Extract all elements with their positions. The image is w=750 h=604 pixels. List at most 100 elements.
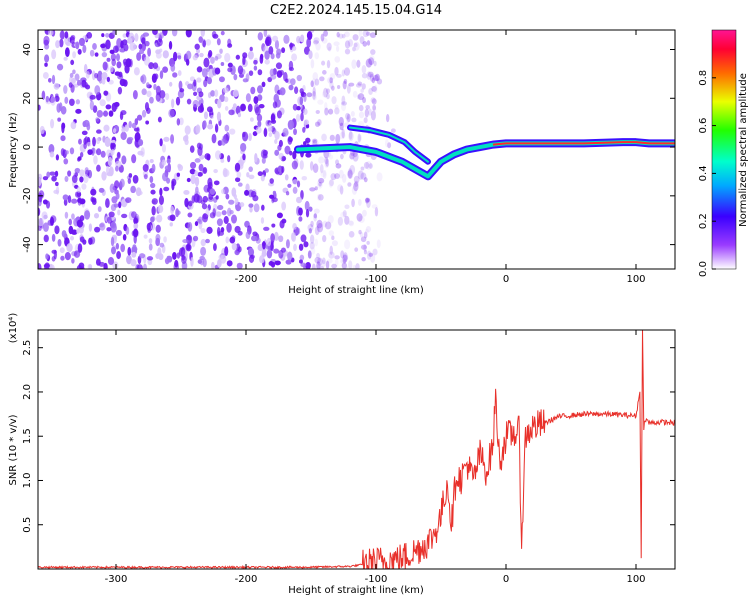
- noise-point: [299, 254, 305, 261]
- noise-point: [159, 138, 163, 147]
- noise-point: [214, 123, 219, 133]
- noise-point: [237, 182, 243, 187]
- noise-point: [49, 151, 55, 158]
- noise-point: [326, 60, 331, 69]
- noise-point: [239, 202, 245, 208]
- noise-point: [187, 221, 193, 232]
- noise-point: [319, 164, 324, 174]
- noise-point: [63, 56, 68, 61]
- noise-point: [300, 34, 305, 43]
- noise-point: [83, 173, 89, 184]
- noise-point: [305, 152, 312, 158]
- noise-point: [55, 40, 60, 49]
- noise-point: [83, 142, 87, 149]
- noise-point: [133, 223, 139, 228]
- noise-point: [314, 52, 320, 60]
- noise-point: [249, 207, 253, 213]
- noise-point: [307, 250, 312, 259]
- noise-point: [358, 120, 365, 127]
- noise-point: [64, 211, 69, 219]
- noise-point: [347, 220, 354, 226]
- noise-point: [341, 33, 346, 39]
- noise-point: [385, 113, 390, 123]
- noise-point: [324, 102, 328, 111]
- bottom-y-ticks: 2.5 2.0 1.5 1.0 0.5: [22, 340, 675, 533]
- noise-point: [328, 230, 335, 236]
- noise-point: [360, 172, 367, 180]
- noise-point: [312, 138, 318, 144]
- noise-point: [136, 52, 142, 61]
- noise-point: [347, 168, 353, 179]
- noise-point: [172, 252, 177, 260]
- noise-point: [214, 89, 219, 97]
- noise-point: [293, 243, 297, 252]
- noise-point: [229, 209, 234, 215]
- noise-point: [223, 87, 229, 94]
- noise-point: [187, 83, 194, 90]
- noise-point: [193, 193, 200, 203]
- noise-point: [63, 198, 68, 206]
- noise-point: [224, 106, 229, 111]
- noise-point: [78, 138, 82, 145]
- noise-point: [156, 214, 163, 223]
- noise-point: [334, 258, 339, 267]
- noise-point: [209, 188, 216, 195]
- noise-point: [321, 133, 327, 142]
- noise-point: [89, 94, 96, 100]
- noise-point: [96, 164, 101, 172]
- noise-point: [218, 76, 225, 83]
- noise-point: [279, 87, 286, 96]
- noise-point: [143, 55, 150, 66]
- noise-point: [187, 212, 193, 218]
- noise-point: [317, 99, 324, 105]
- noise-point: [363, 231, 368, 239]
- noise-point: [156, 38, 163, 47]
- noise-point: [38, 190, 45, 199]
- noise-point: [276, 48, 282, 56]
- noise-point: [261, 157, 266, 164]
- noise-point: [143, 234, 148, 239]
- noise-point: [202, 213, 209, 220]
- noise-point: [53, 189, 59, 194]
- noise-point: [372, 105, 377, 116]
- noise-point: [235, 105, 241, 115]
- noise-point: [67, 170, 72, 177]
- noise-point: [265, 36, 272, 47]
- noise-point: [368, 57, 375, 66]
- noise-point: [359, 231, 364, 238]
- noise-point: [202, 40, 206, 48]
- noise-point: [76, 219, 84, 228]
- noise-point: [123, 43, 129, 52]
- noise-point: [225, 236, 230, 244]
- noise-point: [129, 58, 133, 68]
- noise-point: [361, 83, 366, 90]
- noise-point: [270, 53, 275, 60]
- bottom-y-scale-label: (x10⁴): [8, 313, 19, 344]
- noise-point: [361, 256, 366, 262]
- noise-point: [254, 153, 258, 163]
- noise-point: [291, 53, 298, 62]
- noise-point: [206, 226, 213, 234]
- noise-point: [121, 213, 128, 219]
- noise-point: [76, 186, 81, 193]
- noise-point: [127, 136, 134, 142]
- noise-point: [277, 165, 282, 173]
- noise-point: [302, 126, 306, 133]
- noise-point: [303, 93, 307, 103]
- noise-point: [193, 91, 198, 97]
- noise-point: [257, 32, 263, 41]
- noise-point: [312, 72, 319, 81]
- noise-point: [334, 66, 339, 76]
- noise-point: [349, 152, 355, 160]
- noise-point: [334, 104, 339, 110]
- noise-point: [384, 139, 389, 148]
- noise-point: [193, 79, 197, 87]
- noise-point: [240, 103, 246, 112]
- noise-point: [128, 173, 133, 178]
- noise-point: [138, 43, 143, 50]
- noise-point: [263, 30, 268, 38]
- noise-point: [348, 82, 355, 87]
- noise-point: [71, 257, 75, 264]
- noise-point: [363, 249, 368, 255]
